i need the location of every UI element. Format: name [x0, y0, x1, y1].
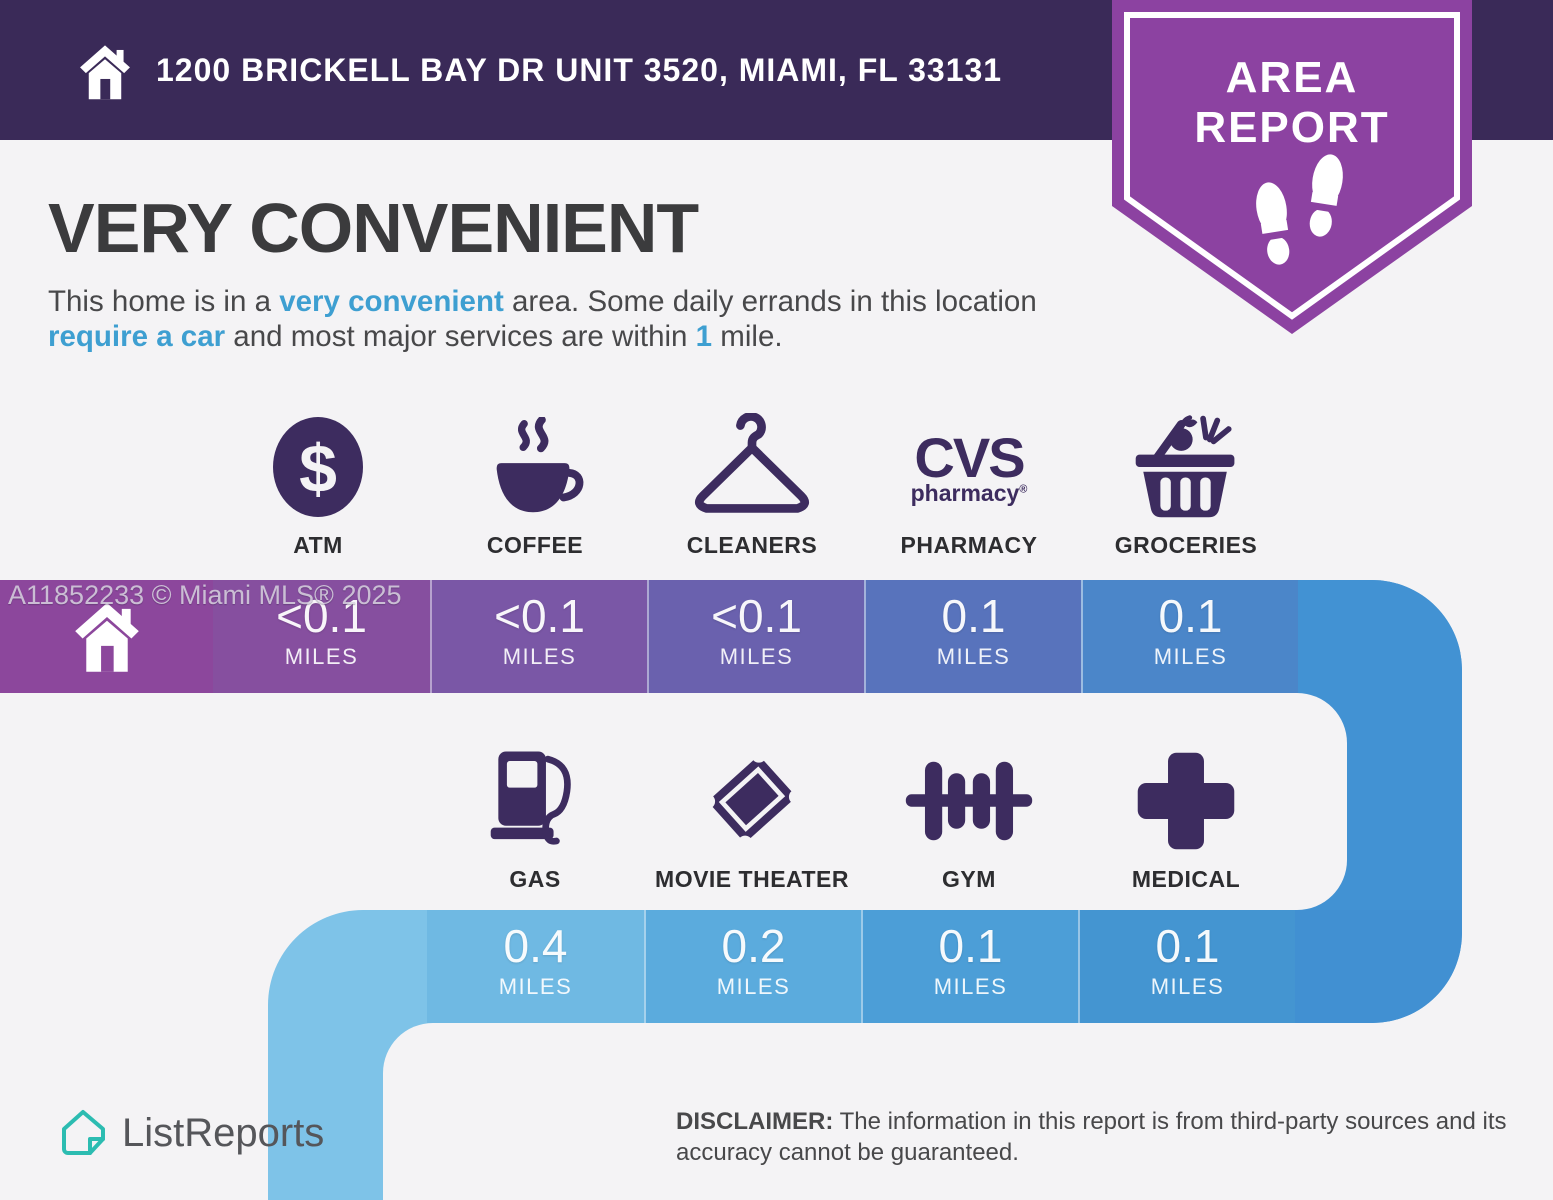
badge-line2: REPORT: [1194, 103, 1389, 152]
poi-label: GAS: [509, 866, 561, 892]
distance-unit: MILES: [284, 644, 359, 669]
cvs-pharmacy-logo: CVS pharmacy®: [910, 425, 1028, 506]
disclaimer-text: DISCLAIMER: The information in this repo…: [676, 1106, 1553, 1168]
intro-text: mile.: [712, 320, 783, 353]
listreports-wordmark: ListReports: [122, 1110, 325, 1155]
intro-text: This home is in a: [48, 285, 280, 318]
band-cell-gas: 0.4 MILES: [427, 910, 644, 1023]
band-cell-home: [0, 580, 213, 693]
mls-watermark: A11852233 © Miami MLS® 2025: [8, 580, 402, 610]
intro-highlight-2: require a car: [48, 320, 226, 353]
home-icon: [80, 45, 130, 100]
area-report-badge: AREA REPORT: [1112, 0, 1472, 334]
coffee-cup-icon: [496, 417, 584, 513]
distance-band-row2: 0.4 MILES 0.2 MILES 0.1 MILES 0.1 MILES: [268, 910, 1462, 1023]
poi-column-gas: GAS: [425, 742, 645, 893]
badge-line1: AREA: [1226, 53, 1359, 102]
distance-unit: MILES: [502, 644, 577, 669]
dumbbell-icon: [905, 761, 1033, 841]
distance-value: 0.2: [721, 920, 786, 972]
band-inner-corner: [383, 1023, 433, 1073]
band-cell-cleaners: <0.1 MILES: [647, 580, 864, 693]
distance-unit: MILES: [936, 644, 1011, 669]
poi-column-movie-theater: MOVIE THEATER: [642, 742, 862, 893]
distance-unit: MILES: [716, 974, 791, 999]
band-inner-corner: [1297, 860, 1347, 910]
poi-label: GROCERIES: [1114, 532, 1258, 558]
footprints-icon: [1256, 154, 1343, 265]
band-cell-atm: <0.1 MILES: [213, 580, 430, 693]
band-cell-coffee: <0.1 MILES: [430, 580, 647, 693]
gas-pump-icon: [490, 751, 571, 845]
poi-label: CLEANERS: [686, 532, 818, 558]
svg-text:$: $: [299, 431, 337, 507]
hanger-icon: [694, 413, 810, 513]
disclaimer-label: DISCLAIMER:: [676, 1108, 834, 1135]
band-corner: [268, 910, 427, 1023]
distance-unit: MILES: [498, 974, 573, 999]
band-cell-movie-theater: 0.2 MILES: [644, 910, 861, 1023]
distance-value: 0.1: [1155, 920, 1220, 972]
distance-value: 0.1: [938, 920, 1003, 972]
band-corner: [1295, 910, 1462, 1023]
distance-value: <0.1: [276, 590, 367, 642]
intro-text: area. Some daily errands in this locatio…: [503, 285, 1037, 318]
distance-band-tail: [268, 1018, 383, 1200]
poi-column-atm: $ ATM: [208, 408, 428, 559]
poi-label: COFFEE: [486, 532, 584, 558]
home-icon: [75, 602, 139, 672]
band-cell-gym: 0.1 MILES: [861, 910, 1078, 1023]
distance-value: <0.1: [711, 590, 802, 642]
poi-label: MOVIE THEATER: [655, 866, 849, 892]
poi-column-groceries: GROCERIES: [1076, 408, 1296, 559]
distance-value: 0.1: [1158, 590, 1223, 642]
medical-cross-icon: [1137, 752, 1235, 850]
intro-highlight-3: 1: [695, 320, 713, 353]
band-cell-medical: 0.1 MILES: [1078, 910, 1295, 1023]
distance-unit: MILES: [933, 974, 1008, 999]
distance-value: 0.1: [941, 590, 1006, 642]
band-inner-corner: [1297, 693, 1347, 743]
distance-unit: MILES: [1150, 974, 1225, 999]
poi-label: GYM: [942, 866, 996, 892]
page-title: VERY CONVENIENT: [48, 189, 699, 267]
distance-unit: MILES: [1153, 644, 1228, 669]
distance-band-row1: <0.1 MILES <0.1 MILES <0.1 MILES 0.1 MIL…: [0, 580, 1462, 693]
poi-label: ATM: [293, 532, 343, 558]
band-cell-groceries: 0.1 MILES: [1081, 580, 1298, 693]
intro-text: and most major services are within: [225, 320, 696, 353]
property-address: 1200 BRICKELL BAY DR UNIT 3520, MIAMI, F…: [156, 51, 1003, 88]
dollar-sign-icon: $: [273, 417, 363, 517]
listreports-brand: ListReports: [58, 1108, 324, 1158]
movie-ticket-icon: [700, 747, 804, 851]
poi-column-coffee: COFFEE: [425, 408, 645, 559]
intro-paragraph: This home is in a very convenient area. …: [48, 284, 1058, 354]
distance-value: 0.4: [503, 920, 568, 972]
distance-unit: MILES: [719, 644, 794, 669]
disclaimer-body: The information in this report is from t…: [676, 1108, 1507, 1166]
band-corner: [1298, 580, 1462, 693]
listreports-logo-icon: [62, 1110, 105, 1155]
grocery-basket-icon: [1135, 415, 1235, 518]
poi-column-medical: MEDICAL: [1076, 742, 1296, 893]
poi-label: MEDICAL: [1131, 866, 1241, 892]
intro-highlight-1: very convenient: [279, 285, 504, 318]
poi-column-pharmacy: CVS pharmacy® PHARMACY: [859, 408, 1079, 559]
poi-column-gym: GYM: [859, 742, 1079, 893]
poi-label: PHARMACY: [900, 532, 1038, 558]
band-cell-pharmacy: 0.1 MILES: [864, 580, 1081, 693]
distance-value: <0.1: [494, 590, 585, 642]
poi-column-cleaners: CLEANERS: [642, 408, 862, 559]
